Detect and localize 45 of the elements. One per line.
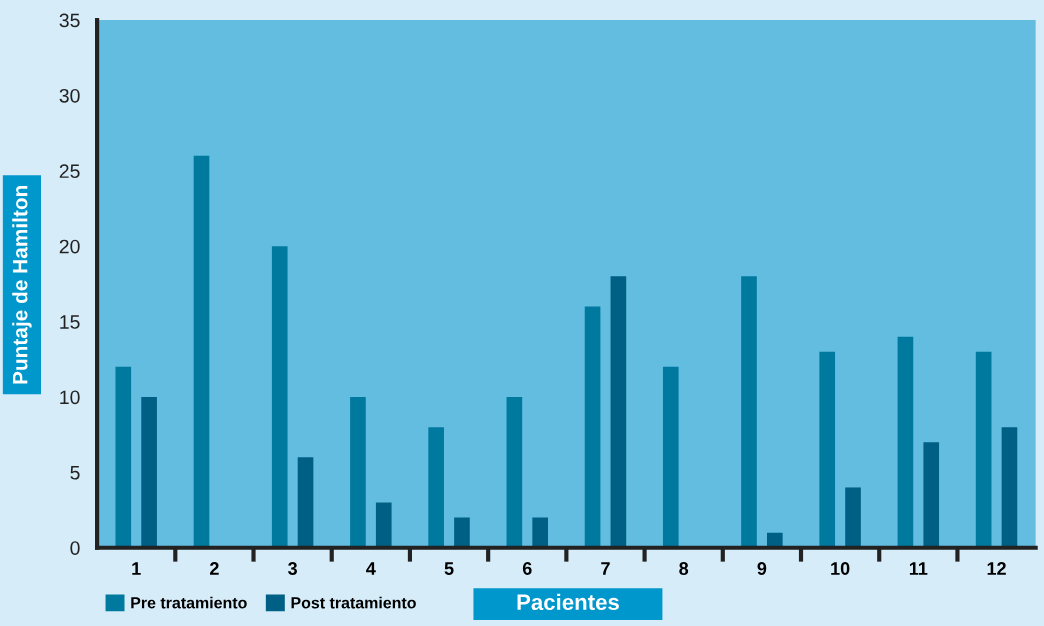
x-tick-label: 2 [210, 562, 219, 575]
x-axis-title: Pacientes [517, 593, 619, 611]
y-tick-label: 35 [59, 13, 80, 28]
x-tick-label: 7 [601, 562, 610, 575]
x-tick-label: 12 [987, 562, 1006, 575]
y-tick-label: 20 [59, 239, 80, 254]
bar [741, 276, 757, 548]
bar [923, 442, 940, 548]
bar [897, 336, 914, 548]
x-tick-label: 1 [132, 562, 141, 575]
bar [1001, 427, 1018, 548]
bar [428, 427, 444, 548]
bar [271, 246, 288, 548]
bar [584, 306, 601, 548]
x-tick-label: 5 [444, 562, 454, 575]
y-tick-label: 25 [59, 164, 80, 179]
bar [845, 487, 861, 548]
bar [297, 457, 314, 548]
bar [350, 396, 366, 548]
x-tick-label: 10 [831, 562, 850, 575]
legend-label: Pre tratamiento [131, 596, 247, 609]
bar [115, 366, 132, 548]
bar [141, 396, 157, 548]
bar [193, 155, 210, 548]
bar [975, 351, 992, 548]
y-tick-label: 0 [70, 541, 80, 555]
y-axis-title: Puntaje de Hamilton [12, 185, 32, 384]
y-tick-label: 5 [70, 466, 80, 480]
y-tick-label: 15 [60, 315, 80, 329]
x-tick-label: 6 [522, 562, 532, 575]
x-tick-label: 9 [757, 562, 767, 575]
bar [532, 517, 548, 548]
y-tick-label: 30 [59, 88, 80, 103]
bar [819, 351, 836, 548]
legend-label: Post tratamiento [291, 596, 416, 609]
bar [662, 366, 679, 548]
bar [506, 396, 523, 548]
x-tick-label: 3 [288, 562, 297, 575]
y-tick-label: 10 [60, 390, 80, 405]
x-tick-label: 11 [909, 562, 928, 575]
x-tick-label: 8 [679, 562, 689, 575]
x-tick-label: 4 [366, 562, 376, 575]
bar [454, 517, 470, 548]
bar [610, 276, 627, 548]
bar [375, 502, 392, 548]
